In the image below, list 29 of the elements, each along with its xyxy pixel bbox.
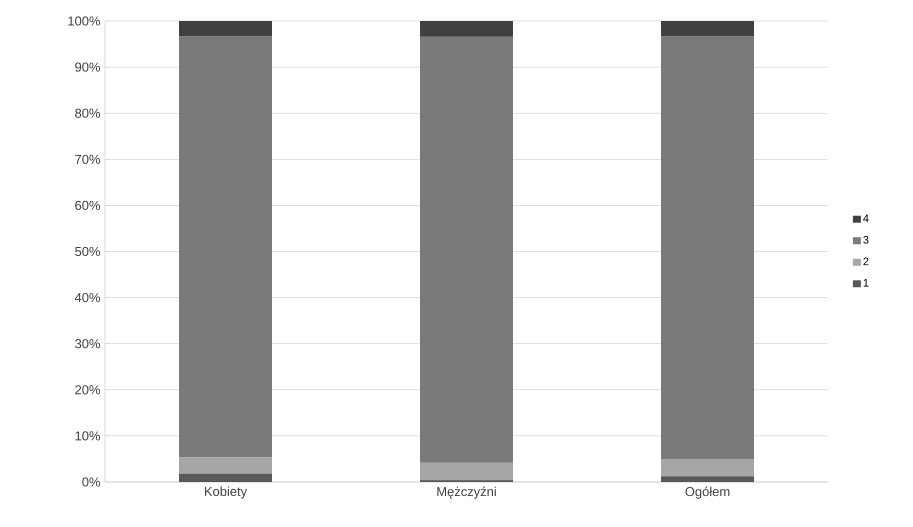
bar — [420, 20, 514, 37]
bar — [661, 20, 754, 36]
x-tick-label: Ogółem — [685, 486, 730, 499]
y-tick-label: 50% — [75, 246, 100, 256]
bar — [420, 462, 514, 480]
x-tick-label: Mężczyźni — [437, 486, 496, 499]
legend-label: 4 — [863, 214, 869, 222]
bar — [179, 36, 272, 458]
x-tick-label: Kobiety — [204, 486, 248, 499]
y-tick-label: 90% — [75, 62, 100, 72]
bar — [179, 474, 272, 482]
legend-label: 1 — [864, 279, 868, 287]
bar — [420, 36, 514, 463]
bar — [179, 20, 272, 36]
y-tick-label: 30% — [75, 339, 100, 348]
y-tick-label: 70% — [75, 154, 100, 164]
y-tick-label: 80% — [75, 108, 100, 118]
bar — [661, 476, 754, 482]
y-tick-label: 10% — [76, 431, 100, 440]
y-tick-label: 100% — [68, 16, 100, 26]
legend-label: 3 — [863, 236, 868, 244]
y-tick-label: 40% — [74, 293, 100, 302]
y-tick-label: 60% — [75, 200, 100, 210]
y-tick-label: 20% — [75, 385, 100, 394]
legend-label: 2 — [863, 257, 868, 266]
bar — [661, 36, 754, 459]
bar — [179, 457, 272, 474]
bar — [661, 458, 754, 476]
y-tick-label: 0% — [82, 477, 100, 487]
